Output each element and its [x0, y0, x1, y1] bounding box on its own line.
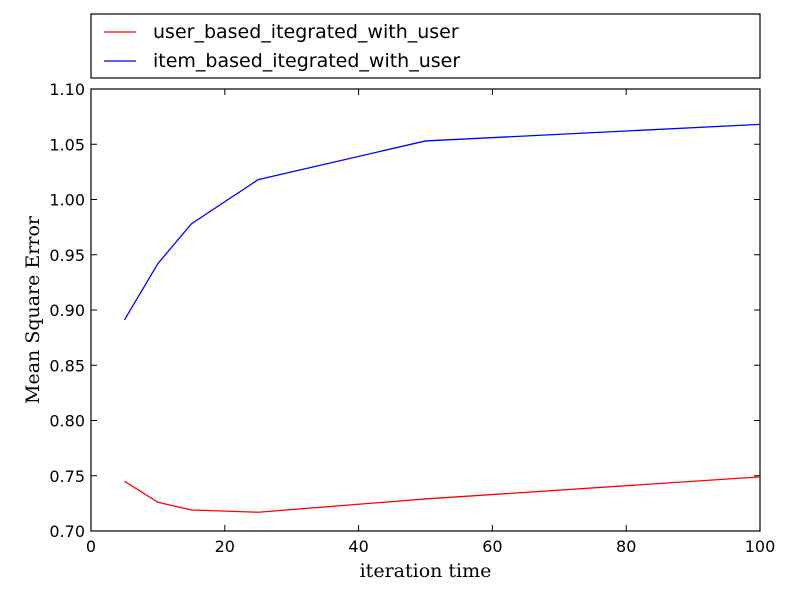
x-tick-label: 0 — [86, 537, 96, 556]
x-tick-label: 20 — [215, 537, 235, 556]
series-line-2 — [123, 123, 761, 321]
legend-label-series-1: user_based_itegrated_with_user — [153, 21, 459, 43]
x-tick-label: 60 — [482, 537, 502, 556]
y-tick-label: 0.70 — [49, 522, 85, 541]
y-tick-label: 0.90 — [49, 301, 85, 320]
x-tick-label: 100 — [745, 537, 776, 556]
y-tick-label: 1.00 — [49, 191, 85, 210]
y-tick-label: 0.85 — [49, 356, 85, 375]
y-tick-label: 1.05 — [49, 135, 85, 154]
x-tick-label: 40 — [348, 537, 368, 556]
legend: user_based_itegrated_with_user item_base… — [90, 13, 761, 79]
x-axis-title: iteration time — [360, 560, 492, 582]
y-tick-label: 0.80 — [49, 412, 85, 431]
series-line-1 — [124, 476, 761, 513]
legend-label-series-2: item_based_itegrated_with_user — [153, 50, 460, 72]
axis-ticks: 0 20 40 60 80 100 0.70 0.75 0.80 0.85 0.90 0.95 1.00… — [49, 80, 775, 556]
y-tick-label: 1.10 — [49, 80, 85, 99]
y-tick-label: 0.95 — [49, 246, 85, 265]
y-tick-label: 0.75 — [49, 467, 85, 486]
y-axis-title: Mean Square Error — [22, 215, 44, 404]
x-tick-label: 80 — [616, 537, 636, 556]
legend-frame — [90, 13, 761, 79]
series-lines — [123, 123, 761, 513]
plot-area-frame — [90, 88, 761, 532]
